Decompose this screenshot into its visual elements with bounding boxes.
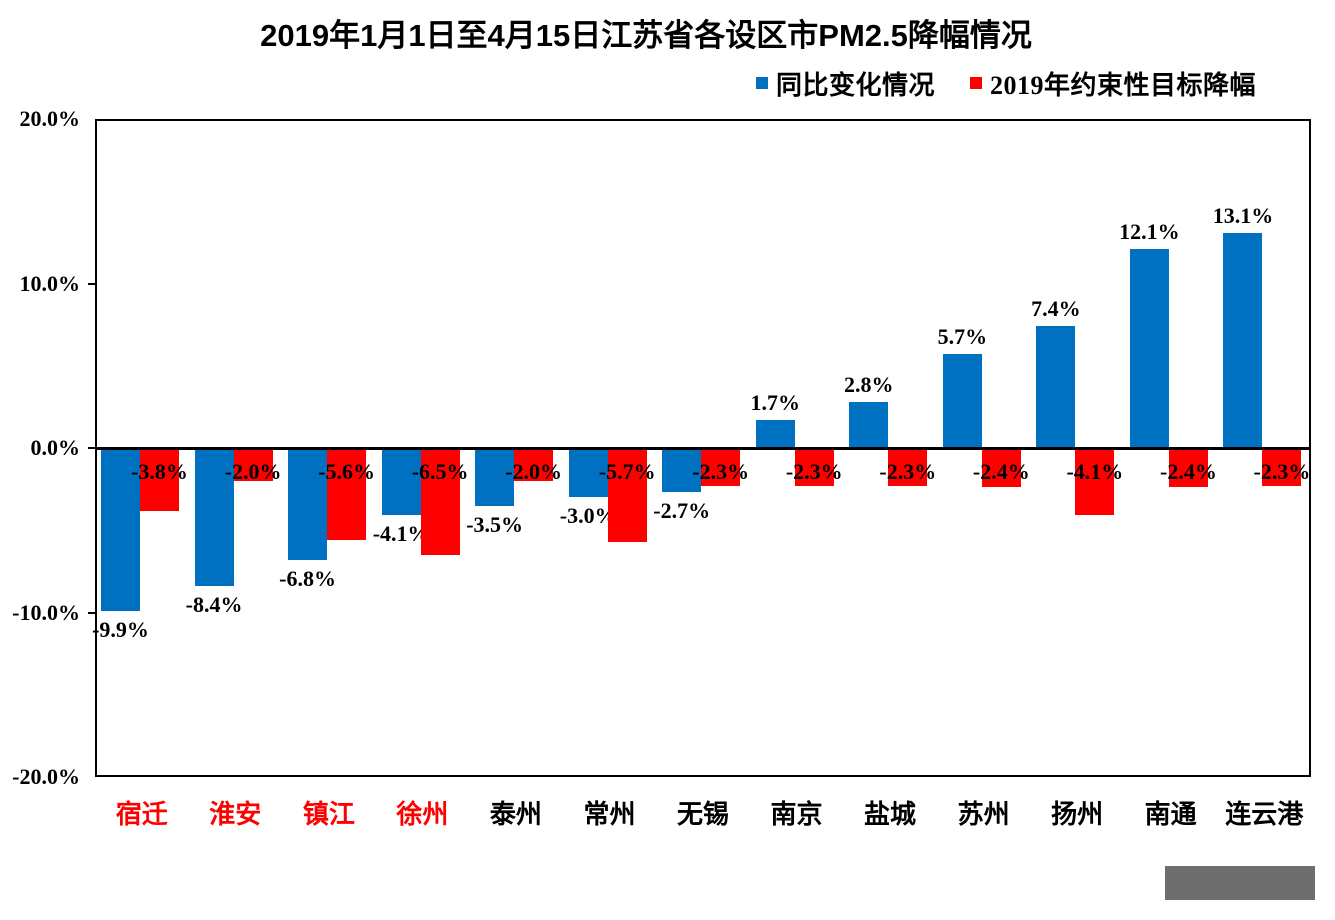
bar-label-yoy-宿迁: -9.9% — [92, 616, 149, 642]
bar-target-盐城 — [888, 448, 928, 486]
bar-yoy-徐州 — [381, 448, 421, 516]
legend-swatch-blue-icon — [756, 77, 768, 89]
bar-yoy-无锡 — [662, 448, 702, 493]
zero-axis-line — [95, 447, 1311, 450]
legend-label-target: 2019年约束性目标降幅 — [990, 70, 1257, 100]
bar-label-target-苏州: -2.4% — [972, 459, 1030, 484]
bar-yoy-盐城 — [849, 401, 889, 448]
legend-label-yoy: 同比变化情况 — [776, 70, 936, 100]
x-axis-label-泰州: 泰州 — [489, 799, 542, 829]
bar-label-yoy-徐州: -4.1% — [372, 521, 430, 547]
bar-label-yoy-南通: 12.1% — [1119, 218, 1180, 244]
bar-yoy-扬州 — [1036, 326, 1076, 448]
x-axis-label-连云港: 连云港 — [1225, 799, 1304, 829]
bar-yoy-淮安 — [194, 448, 234, 587]
chart-legend: 同比变化情况 2019年约束性目标降幅 — [0, 66, 1335, 100]
x-axis-label-苏州: 苏州 — [957, 799, 1010, 829]
footer-gray-block — [1165, 866, 1315, 900]
bar-label-yoy-盐城: 2.8% — [844, 371, 894, 397]
y-axis-tick-label: -10.0% — [12, 599, 80, 625]
bar-label-yoy-泰州: -3.5% — [466, 511, 524, 537]
bar-yoy-苏州 — [942, 354, 982, 448]
x-axis-label-南京: 南京 — [770, 799, 823, 829]
legend-item-target: 2019年约束性目标降幅 — [970, 66, 1256, 100]
bar-label-yoy-镇江: -6.8% — [279, 565, 336, 591]
y-axis-tick — [88, 611, 95, 614]
bar-label-target-泰州: -2.0% — [505, 459, 563, 484]
bar-label-target-南通: -2.4% — [1160, 459, 1217, 484]
y-axis-tick-label: 10.0% — [19, 270, 81, 296]
bar-target-苏州 — [981, 448, 1021, 488]
x-axis-label-无锡: 无锡 — [676, 799, 730, 829]
bar-target-淮安 — [233, 448, 273, 481]
bar-target-泰州 — [514, 448, 554, 481]
bar-label-target-宿迁: -3.8% — [131, 459, 188, 484]
x-axis-label-扬州: 扬州 — [1051, 799, 1104, 829]
bar-label-yoy-南京: 1.7% — [750, 390, 801, 416]
bar-yoy-宿迁 — [101, 448, 140, 611]
x-axis-label-盐城: 盐城 — [864, 799, 917, 829]
bar-label-target-连云港: -2.3% — [1253, 459, 1311, 484]
legend-item-yoy: 同比变化情况 — [756, 66, 935, 100]
x-axis-label-徐州: 徐州 — [396, 799, 449, 829]
bar-yoy-泰州 — [475, 448, 515, 506]
bar-label-yoy-常州: -3.0% — [559, 503, 617, 529]
bar-label-yoy-连云港: 13.1% — [1212, 202, 1274, 228]
y-axis-tick — [88, 447, 95, 449]
x-axis-label-南通: 南通 — [1144, 799, 1197, 829]
x-axis-label-淮安: 淮安 — [209, 799, 262, 829]
bar-label-target-淮安: -2.0% — [224, 459, 282, 484]
y-axis-tick-label: -20.0% — [12, 764, 80, 789]
bar-target-南通 — [1168, 448, 1208, 488]
bar-yoy-南通 — [1129, 248, 1169, 448]
bar-target-连云港 — [1262, 448, 1302, 486]
bar-target-徐州 — [420, 448, 460, 555]
bar-label-target-扬州: -4.1% — [1066, 459, 1124, 484]
bar-label-target-镇江: -5.6% — [318, 459, 375, 484]
bar-label-target-南京: -2.3% — [785, 459, 843, 484]
x-axis-label-镇江: 镇江 — [302, 799, 355, 829]
bar-yoy-南京 — [755, 420, 795, 448]
bar-target-扬州 — [1075, 448, 1115, 516]
bar-yoy-连云港 — [1223, 232, 1263, 448]
bar-yoy-常州 — [568, 448, 608, 498]
y-axis-tick — [88, 282, 95, 285]
chart-title: 2019年1月1日至4月15日江苏省各设区市PM2.5降幅情况 — [260, 18, 1032, 53]
x-axis-label-宿迁: 宿迁 — [115, 799, 168, 829]
legend-swatch-red-icon — [970, 77, 982, 89]
bar-yoy-镇江 — [288, 448, 328, 560]
y-axis-tick-label: 0.0% — [30, 435, 81, 460]
bar-label-yoy-扬州: 7.4% — [1031, 296, 1081, 322]
bar-target-常州 — [607, 448, 647, 542]
bar-label-target-盐城: -2.3% — [879, 459, 937, 484]
bar-target-无锡 — [701, 448, 741, 486]
bar-label-target-常州: -5.7% — [598, 459, 656, 484]
bar-target-南京 — [794, 448, 834, 486]
bar-label-yoy-苏州: 5.7% — [937, 324, 988, 350]
bar-label-yoy-无锡: -2.7% — [653, 498, 711, 524]
y-axis-tick-label: 20.0% — [19, 106, 81, 131]
x-axis-label-常州: 常州 — [583, 799, 636, 829]
bar-target-镇江 — [327, 448, 367, 541]
bar-target-宿迁 — [140, 448, 179, 511]
bar-label-target-徐州: -6.5% — [411, 459, 469, 484]
bar-label-target-无锡: -2.3% — [692, 459, 750, 484]
bar-label-yoy-淮安: -8.4% — [185, 592, 243, 618]
